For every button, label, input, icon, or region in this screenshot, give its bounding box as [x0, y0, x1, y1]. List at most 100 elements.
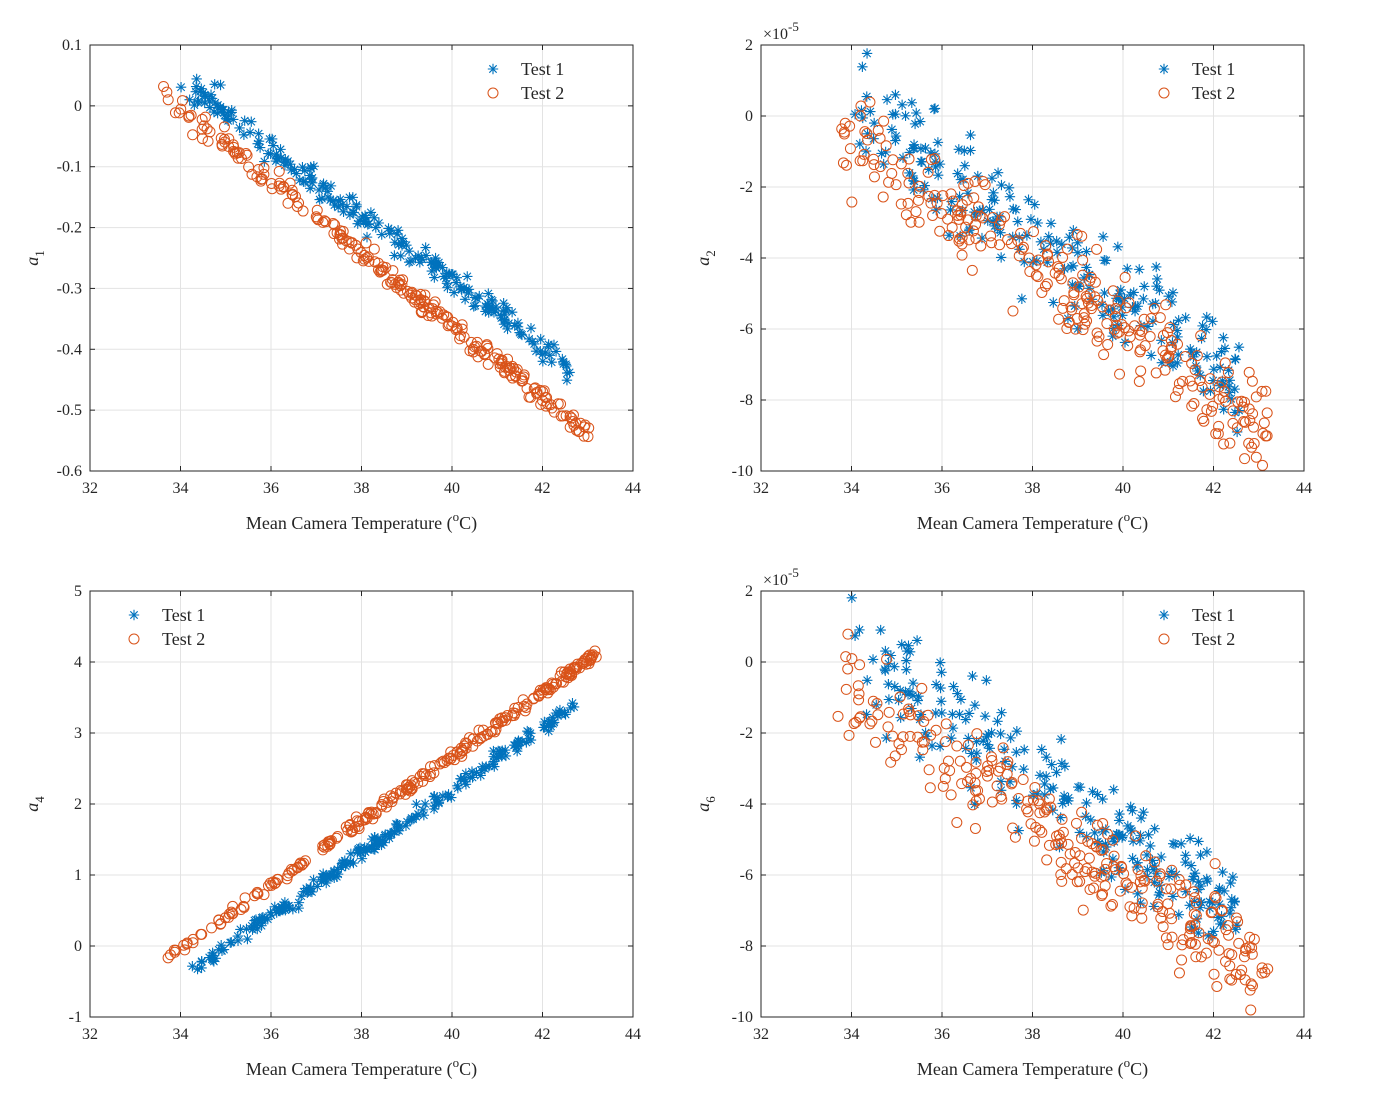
data-point [935, 657, 946, 668]
data-point [868, 171, 880, 183]
data-point [1193, 927, 1205, 939]
data-point [1207, 316, 1218, 327]
x-tick-label: 42 [1206, 1026, 1222, 1043]
data-point [1021, 803, 1033, 815]
data-point [1025, 214, 1037, 225]
data-point [945, 204, 956, 216]
data-point [368, 243, 380, 255]
data-point [267, 876, 279, 888]
data-point [953, 144, 965, 155]
y-axis-label: a2 [693, 250, 718, 266]
data-point [846, 196, 858, 208]
data-point [1248, 421, 1260, 433]
x-tick-label: 34 [844, 480, 860, 497]
data-point [500, 744, 511, 756]
data-point [910, 206, 922, 218]
data-point [977, 175, 989, 187]
data-point [1057, 302, 1069, 314]
data-point [916, 156, 928, 168]
y-tick-label: -10 [732, 1009, 753, 1026]
data-point [1107, 833, 1119, 844]
data-point [1130, 830, 1142, 842]
data-point [495, 716, 507, 728]
data-point [389, 250, 400, 261]
data-point [1041, 771, 1052, 782]
data-point [1109, 310, 1121, 322]
data-point [566, 668, 578, 680]
data-point [1184, 833, 1196, 844]
data-point [872, 124, 884, 136]
x-tick-label: 38 [1025, 480, 1041, 497]
data-point [926, 193, 938, 204]
data-point [876, 148, 887, 159]
data-point [1084, 269, 1095, 280]
data-point [329, 865, 340, 877]
data-point [881, 94, 893, 105]
data-point [1165, 883, 1177, 895]
data-point [849, 630, 861, 642]
data-point [1250, 391, 1262, 403]
data-point [498, 367, 510, 379]
data-point [583, 422, 595, 434]
data-point [298, 886, 309, 897]
data-point [1155, 912, 1167, 924]
data-point [540, 400, 552, 412]
data-point [258, 162, 270, 174]
data-point [1053, 313, 1065, 325]
data-point [901, 664, 912, 675]
data-point [962, 739, 974, 751]
data-point [1176, 954, 1188, 966]
data-point [1206, 897, 1218, 908]
data-point [885, 650, 897, 661]
data-point [881, 653, 893, 665]
data-point [1210, 428, 1222, 440]
data-point [287, 189, 299, 201]
data-point [329, 199, 340, 211]
data-point [861, 48, 873, 59]
data-point [266, 133, 278, 145]
data-point [1256, 962, 1268, 974]
data-point [984, 204, 995, 215]
data-point [437, 755, 449, 767]
data-point [249, 890, 261, 902]
data-point [1068, 287, 1080, 299]
data-point [918, 715, 930, 727]
data-point [854, 624, 865, 636]
data-point [555, 410, 567, 422]
data-point [202, 135, 214, 147]
data-point [929, 103, 941, 114]
data-point [1162, 939, 1174, 951]
data-point [317, 216, 329, 228]
data-point [1029, 199, 1040, 210]
data-point [508, 709, 520, 721]
data-point [239, 115, 250, 126]
data-point [1154, 312, 1166, 324]
data-point [287, 903, 299, 915]
y-axis-label: a1 [22, 250, 47, 266]
data-point [332, 864, 343, 875]
data-point [505, 369, 517, 381]
data-point [213, 944, 224, 956]
data-point [502, 323, 513, 335]
data-point [979, 179, 991, 191]
data-point [422, 310, 434, 322]
data-point [1225, 902, 1237, 913]
data-point [1101, 841, 1112, 853]
data-point [265, 907, 276, 919]
data-point [256, 912, 268, 924]
data-point [544, 350, 556, 361]
y-tick-label: -0.5 [57, 402, 82, 419]
data-point [968, 192, 980, 204]
data-point [1160, 299, 1172, 311]
data-point [306, 177, 318, 188]
data-point [1097, 793, 1108, 805]
data-point [935, 682, 946, 694]
data-point [1116, 861, 1128, 873]
data-point [1143, 829, 1154, 841]
data-point [1208, 364, 1220, 375]
data-point [1246, 948, 1258, 960]
data-point [1013, 825, 1024, 836]
data-point [1172, 384, 1184, 396]
legend-marker [128, 633, 140, 645]
data-point [1039, 789, 1050, 801]
